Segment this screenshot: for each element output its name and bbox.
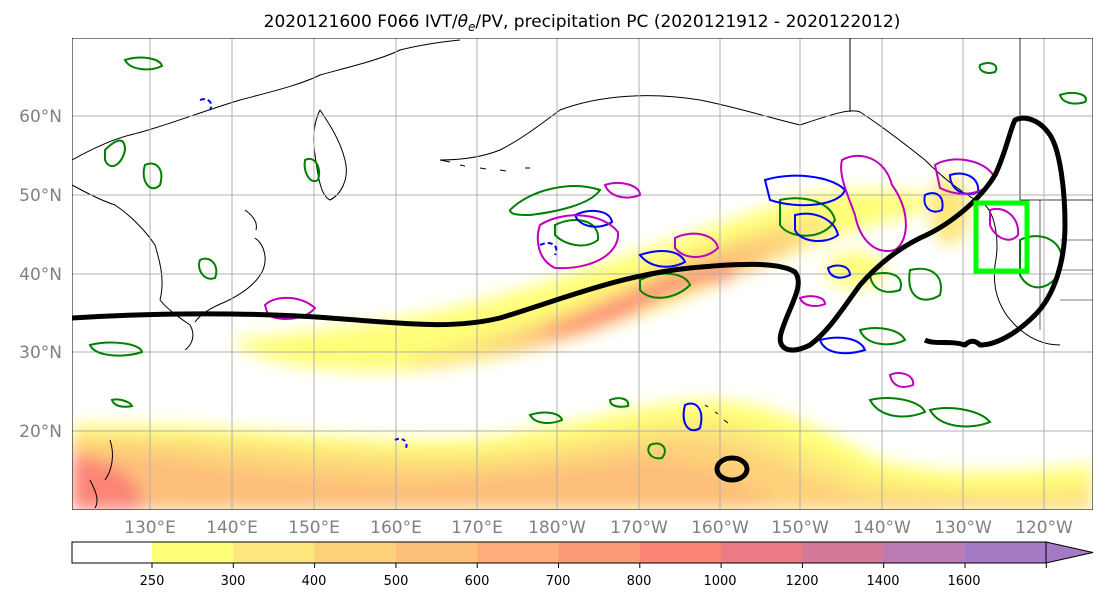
colorbar-tick-label: 300	[221, 574, 246, 589]
lon-label: 160°E	[370, 518, 422, 538]
colorbar-segment	[802, 542, 885, 563]
target-region-box	[973, 200, 1030, 274]
lon-label: 130°W	[934, 518, 992, 538]
theta-e-contours	[72, 115, 1068, 483]
latitude-labels: 60°N 50°N 40°N 30°N 20°N	[19, 107, 62, 442]
colorbar-tick-label: 1600	[947, 574, 980, 589]
lon-label: 140°W	[853, 518, 911, 538]
colorbar-tick-label: 1200	[785, 574, 818, 589]
colorbar-tick-label: 700	[546, 574, 571, 589]
lon-label: 150°W	[771, 518, 829, 538]
lat-label: 30°N	[19, 343, 62, 363]
lat-label: 50°N	[19, 186, 62, 206]
lon-label: 140°E	[206, 518, 258, 538]
colorbar-segment	[558, 542, 641, 563]
colorbar-segment	[152, 542, 234, 563]
lon-label: 170°W	[610, 518, 668, 538]
colorbar-tick-label: 1000	[703, 574, 736, 589]
colorbar-segment	[72, 542, 152, 563]
colorbar-extend-arrow	[1045, 541, 1094, 564]
lon-label: 160°W	[691, 518, 749, 538]
figure-title: 2020121600 F066 IVT/θe/PV, precipitation…	[264, 12, 901, 34]
colorbar-segment	[639, 542, 722, 563]
lat-label: 40°N	[19, 265, 62, 285]
colorbar-segment	[477, 542, 559, 563]
colorbar-tick-label: 250	[140, 574, 165, 589]
graticule	[72, 38, 1093, 510]
colorbar-segment	[314, 542, 397, 563]
lon-label: 180°W	[528, 518, 586, 538]
colorbar-segment	[395, 542, 478, 563]
colorbar-tick-label: 600	[465, 574, 490, 589]
longitude-labels: 130°E 140°E 150°E 160°E 170°E 180°W 170°…	[124, 518, 1073, 538]
lat-label: 20°N	[19, 422, 62, 442]
coastlines	[72, 38, 1093, 509]
colorbar: 250 300 400 500 600 700 800 1000 1200 14…	[71, 541, 1094, 589]
colorbar-tick-label: 400	[302, 574, 327, 589]
colorbar-segment	[965, 542, 1046, 563]
map-panel	[72, 38, 1093, 510]
lon-label: 130°E	[124, 518, 176, 538]
colorbar-segment	[721, 542, 803, 563]
colorbar-segment	[883, 542, 966, 563]
lon-label: 150°E	[288, 518, 340, 538]
lon-label: 120°W	[1015, 518, 1073, 538]
lon-label: 170°E	[451, 518, 503, 538]
colorbar-tick-label: 500	[384, 574, 409, 589]
precip-negative-contours	[199, 98, 980, 451]
colorbar-segment	[233, 542, 316, 563]
lat-label: 60°N	[19, 107, 62, 127]
colorbar-tick-label: 800	[627, 574, 652, 589]
colorbar-tick-label: 1400	[866, 574, 899, 589]
